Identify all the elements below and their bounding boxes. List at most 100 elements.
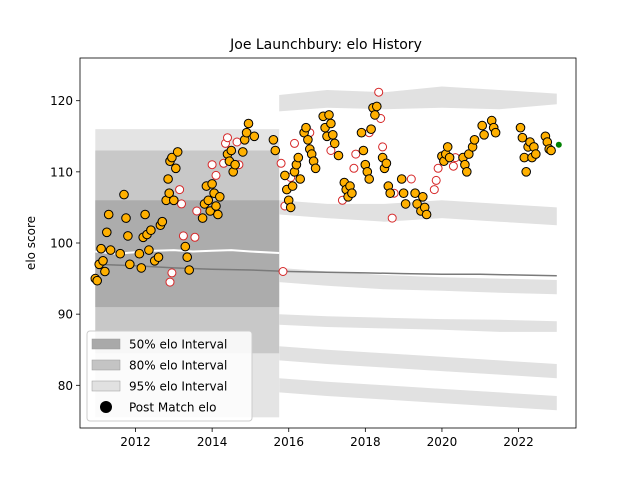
post-match-point-24: [157, 216, 168, 227]
band-curve-0: [279, 86, 557, 112]
post-match-point-134: [531, 149, 541, 159]
post-match-point-61: [285, 202, 296, 213]
post-match-point-22: [153, 252, 164, 263]
band-curve-4: [279, 378, 557, 411]
y-tick-label-80: 80: [58, 379, 73, 393]
open-marker-12: [232, 137, 242, 147]
post-match-point-30: [169, 195, 179, 206]
post-match-point-120: [469, 135, 480, 145]
post-match-point-87: [356, 127, 367, 138]
post-match-point-126: [515, 122, 526, 133]
post-match-point-6: [102, 227, 112, 238]
open-marker-22: [349, 163, 359, 173]
post-match-point-94: [370, 110, 380, 120]
post-match-point-103: [400, 199, 411, 209]
open-marker-3: [177, 199, 186, 209]
open-marker-4: [178, 231, 188, 241]
post-match-point-98: [381, 158, 392, 169]
x-tick-label-2012: 2012: [120, 435, 151, 449]
legend-label-1: 80% elo Interval: [129, 359, 227, 373]
post-match-point-19: [144, 245, 154, 255]
x-tick-label-2022: 2022: [503, 435, 534, 449]
post-match-point-12: [123, 231, 133, 241]
current-elo-point: [555, 141, 562, 148]
legend-marker-3: [100, 401, 112, 413]
open-marker-28: [387, 213, 397, 223]
x-tick-label-2016: 2016: [273, 435, 304, 449]
post-match-point-80: [329, 138, 340, 149]
post-match-point-34: [182, 252, 192, 263]
post-match-point-117: [462, 167, 472, 177]
post-match-point-20: [146, 225, 156, 235]
open-marker-33: [433, 163, 443, 173]
legend-label-2: 95% elo Interval: [129, 380, 227, 394]
legend-box: [86, 330, 253, 422]
post-match-point-17: [140, 209, 150, 220]
open-marker-32: [431, 175, 441, 185]
post-match-point-41: [207, 179, 217, 189]
post-match-point-138: [546, 145, 556, 156]
post-match-point-11: [121, 213, 131, 223]
post-match-point-29: [167, 152, 177, 163]
open-marker-23: [351, 149, 361, 159]
post-match-point-102: [398, 188, 409, 198]
band-curve-3: [279, 346, 557, 379]
post-match-point-129: [521, 167, 532, 177]
post-match-point-57: [270, 145, 281, 156]
x-tick-label-2014: 2014: [197, 435, 228, 449]
open-marker-34: [448, 161, 458, 171]
open-marker-6: [192, 206, 202, 216]
post-match-point-53: [241, 127, 252, 138]
open-marker-0: [165, 277, 175, 287]
post-match-point-44: [213, 209, 223, 220]
post-match-point-77: [324, 110, 334, 120]
y-tick-label-120: 120: [50, 94, 73, 108]
legend-label-3: Post Match elo: [129, 401, 216, 415]
post-match-point-51: [238, 147, 248, 157]
post-match-point-104: [410, 188, 420, 198]
post-match-point-79: [328, 130, 338, 140]
post-match-point-125: [490, 127, 501, 138]
post-match-point-107: [418, 192, 428, 202]
open-marker-15: [278, 267, 288, 276]
x-tick-label-2020: 2020: [427, 435, 458, 449]
post-match-point-8: [105, 245, 116, 255]
post-match-point-109: [421, 209, 432, 220]
post-match-point-55: [249, 131, 260, 142]
chart-title: Joe Launchbury: elo History: [229, 37, 422, 53]
post-match-point-95: [372, 101, 382, 112]
open-marker-8: [211, 170, 221, 180]
post-match-point-81: [333, 150, 344, 161]
band-curve-1: [279, 267, 557, 295]
post-match-point-58: [280, 170, 290, 181]
post-match-point-91: [364, 174, 375, 184]
post-match-point-32: [172, 147, 183, 157]
post-match-point-9: [115, 248, 125, 259]
post-match-point-86: [347, 188, 357, 198]
post-match-point-78: [326, 118, 336, 129]
post-match-point-5: [100, 266, 110, 277]
post-match-point-27: [164, 188, 174, 198]
post-match-point-45: [215, 192, 225, 202]
open-marker-18: [290, 138, 299, 148]
legend: 50% elo Interval 80% elo Interval 95% elo …: [86, 330, 253, 422]
post-match-point-127: [517, 132, 528, 143]
y-tick-label-90: 90: [58, 308, 73, 322]
open-marker-30: [406, 174, 416, 184]
post-match-point-101: [396, 174, 407, 184]
post-match-point-113: [442, 142, 453, 152]
y-axis: 80 90 100 110 120: [50, 94, 80, 393]
post-match-point-121: [477, 120, 488, 131]
post-match-point-26: [163, 174, 173, 184]
open-marker-14: [276, 158, 286, 168]
post-match-point-88: [358, 145, 369, 156]
post-match-point-35: [184, 265, 194, 275]
post-match-point-10: [119, 189, 129, 200]
open-marker-7: [207, 160, 217, 170]
y-tick-label-100: 100: [50, 237, 73, 251]
post-match-point-100: [385, 188, 396, 198]
post-match-point-56: [268, 135, 279, 145]
legend-swatch-0: [91, 338, 121, 350]
post-match-point-13: [125, 259, 135, 270]
